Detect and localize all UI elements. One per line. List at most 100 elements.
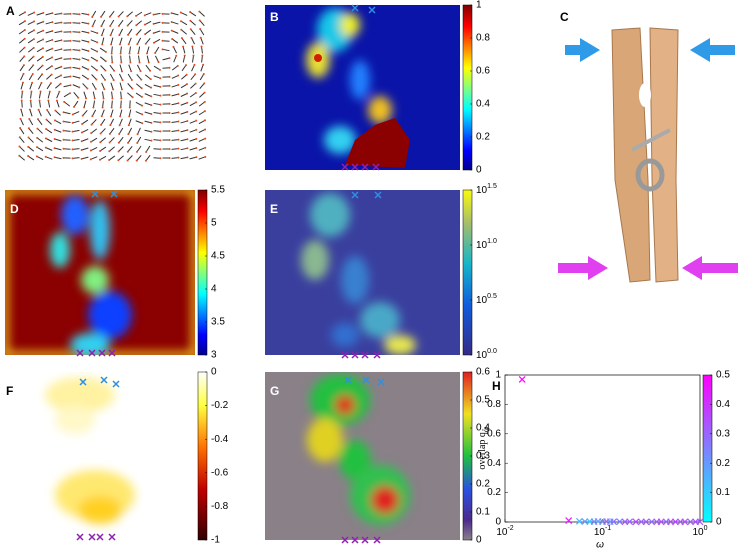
panel-label: G [270,384,279,398]
vector-head [19,117,22,120]
vector-head [38,99,41,102]
vector-head [42,38,45,41]
vector [153,65,161,71]
vector-head [83,106,86,109]
vector [119,37,123,45]
vector [189,138,197,142]
vector-head [31,81,34,84]
vector [181,64,187,72]
vector-head [104,69,107,72]
vector [19,47,25,53]
colorbar [702,374,713,523]
vector-head [177,74,180,77]
vector [153,148,161,150]
point-stroke [576,517,583,525]
vector-head [37,108,40,111]
vector-head [135,150,138,153]
vector-head [177,120,180,123]
vector [127,73,133,81]
vector [199,73,205,81]
site-marker [351,163,359,171]
vector-head [159,112,162,115]
colorbar-tick-label: 3 [211,350,217,361]
vector-head [20,99,23,102]
vector-head [100,34,103,37]
site-marker [341,536,349,544]
vector-head [33,20,36,23]
vector-head [118,124,121,127]
vector-head [41,55,44,58]
vector-head [170,12,173,15]
vector-head [159,77,162,80]
vector [198,138,206,142]
point-stroke [616,518,624,526]
vector [28,118,34,126]
point [696,518,704,526]
vector [180,12,188,16]
vector [72,138,80,142]
vector-head [158,68,161,71]
vector [101,109,105,117]
vector-head [120,61,123,64]
vector-head [91,115,94,118]
vector [54,39,62,43]
colorbar-tick-label: 0.2 [476,132,490,143]
vector [200,64,204,72]
colorbar-tick-label: 0.4 [476,423,490,434]
vector-head [69,12,72,15]
vector [171,130,179,132]
vector [189,11,197,17]
vector [144,74,152,80]
vector [91,119,97,125]
vector-head [152,41,155,44]
vector [144,129,152,133]
vector-head [159,121,162,124]
vector-head [121,79,124,82]
colorbar-tick-label: -0.4 [211,434,229,445]
plot-frame [504,374,701,523]
vector [182,46,186,54]
vector [54,129,62,133]
vector-head [22,72,25,75]
vector [73,91,79,99]
vector [198,119,206,125]
tick-exponent: 0 [704,525,708,532]
vector-field [18,10,207,162]
vector [118,146,124,152]
vector-head [180,28,183,31]
vector [72,75,80,79]
vector-head [78,76,81,79]
vector [72,129,80,133]
vector-head [180,37,183,40]
vector-head [44,155,47,158]
vector [171,93,179,97]
vector [54,138,62,142]
vector-head [78,31,81,34]
vector [36,146,44,152]
vector-head [62,138,65,141]
vector-head [120,70,123,73]
colorbar [462,189,473,356]
vector-head [161,12,164,15]
vector [99,137,107,143]
vector [110,109,114,117]
vector [18,11,26,17]
vector [100,19,106,27]
site-marker-stroke [344,376,352,384]
vector-head [85,97,88,100]
vector-head [130,70,133,73]
vector-head [89,158,92,161]
vector [54,57,62,61]
vector [19,127,25,135]
vector [153,38,161,44]
y-axis-label-sub: ω [481,426,490,432]
vector [54,74,62,80]
vector [30,91,32,99]
vector-head [143,23,146,26]
vector-head [36,118,39,121]
vector-head [146,52,149,55]
point [565,517,573,524]
vector [171,120,179,124]
colorbar-tick-label: 0.5 [716,370,730,381]
vector-head [86,87,89,90]
